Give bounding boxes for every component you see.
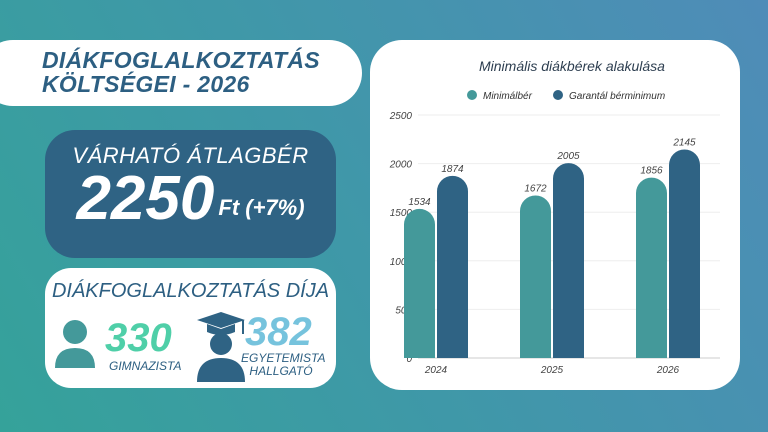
legend-label-minimalber: Minimálbér [483, 91, 533, 102]
y-tick-label: 2000 [389, 160, 413, 171]
graduate-icon [197, 312, 245, 382]
average-wage-value: 2250 [76, 164, 215, 233]
average-wage-unit: Ft (+7%) [218, 195, 305, 220]
bar-garantál-bérminimum-2026 [669, 149, 700, 358]
page-title-line2: KÖLTSÉGEI - 2026 [42, 71, 250, 97]
bar-garantál-bérminimum-2024 [437, 175, 468, 358]
data-label: 1874 [441, 164, 464, 175]
average-wage-card: VÁRHATÓ ÁTLAGBÉR 2250 Ft (+7%) [45, 130, 336, 258]
bar-minimálbér-2026 [636, 177, 667, 358]
legend-label-garantalt: Garantál bérminimum [569, 91, 665, 102]
fee-card: DIÁKFOGLALKOZTATÁS DÍJA 330 GIMNAZISTA 3… [45, 268, 336, 388]
bar-minimálbér-2025 [520, 195, 551, 358]
data-label: 2005 [556, 151, 580, 162]
y-tick-label: 2500 [389, 111, 413, 122]
title-card: DIÁKFOGLALKOZTATÁS KÖLTSÉGEI - 2026 [0, 40, 362, 106]
data-label: 1856 [640, 166, 663, 177]
page-title-line1: DIÁKFOGLALKOZTATÁS [42, 47, 320, 73]
university-fee: 382 [245, 310, 312, 354]
y-tick-label: 500 [395, 305, 412, 316]
y-tick-label: 1000 [390, 257, 413, 268]
average-wage-label: VÁRHATÓ ÁTLAGBÉR [72, 143, 309, 168]
legend-marker-minimalber [467, 90, 477, 100]
data-label: 2145 [672, 138, 696, 149]
y-tick-label: 1500 [390, 208, 413, 219]
y-tick-label: 0 [406, 354, 412, 365]
x-tick-label: 2025 [540, 365, 564, 376]
fee-title: DIÁKFOGLALKOZTATÁS DÍJA [51, 280, 330, 302]
university-label-line1: EGYETEMISTA [241, 351, 326, 365]
university-label: EGYETEMISTA HALLGATÓ [241, 351, 326, 378]
data-label: 1534 [408, 197, 431, 208]
legend-marker-garantalt [553, 90, 563, 100]
data-label: 1672 [524, 183, 547, 194]
chart-card: Minimális diákbérek alakulása Minimálbér… [370, 40, 740, 390]
x-tick-label: 2024 [424, 365, 448, 376]
high-school-fee: 330 [105, 316, 172, 360]
bar-chart: Minimális diákbérek alakulása Minimálbér… [389, 58, 720, 376]
x-tick-label: 2026 [656, 365, 680, 376]
bar-garantál-bérminimum-2025 [553, 163, 584, 358]
person-icon [55, 320, 95, 368]
university-label-line2: HALLGATÓ [249, 364, 313, 378]
high-school-label: GIMNAZISTA [109, 359, 182, 373]
bar-minimálbér-2024 [404, 208, 435, 358]
chart-title: Minimális diákbérek alakulása [479, 58, 665, 74]
